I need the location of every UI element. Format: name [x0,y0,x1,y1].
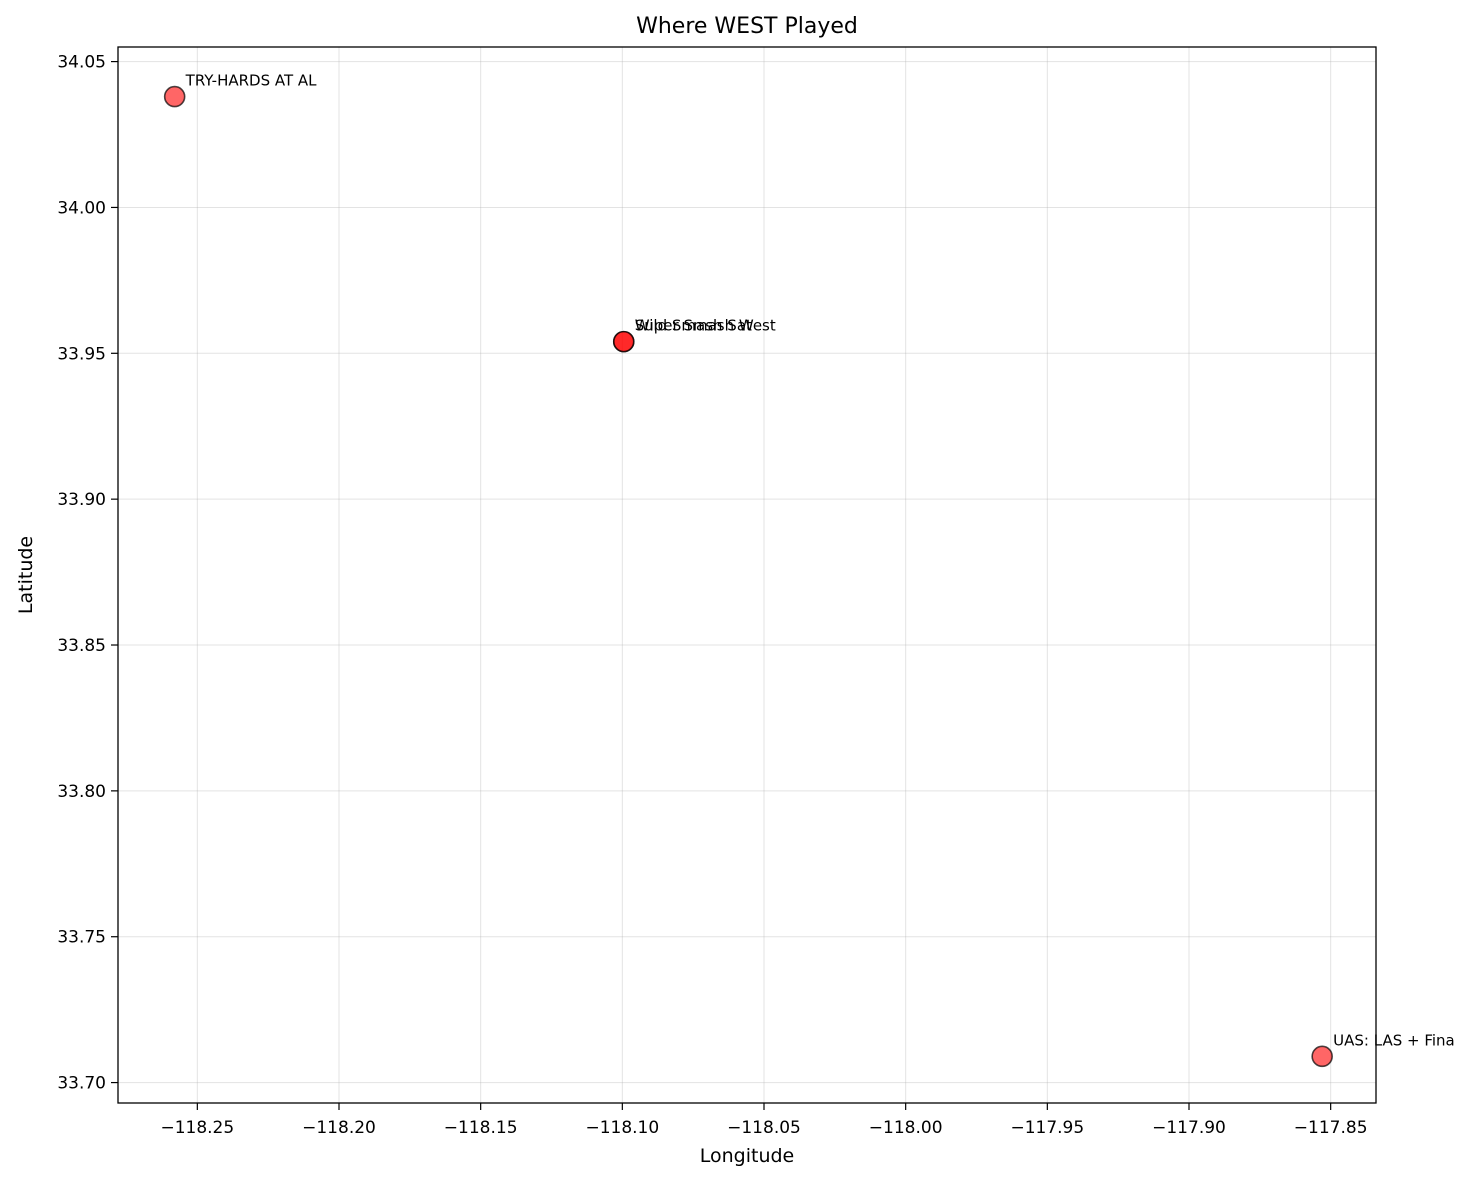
y-tick-label: 33.85 [57,636,106,656]
x-tick-label: −117.85 [1294,1118,1368,1138]
x-tick-label: −117.90 [1152,1118,1226,1138]
y-tick-label: 33.70 [57,1074,106,1094]
data-point-label: Super Smash West [635,317,776,335]
y-tick-label: 34.05 [57,53,106,73]
x-axis-ticks: −118.25 −118.20 −118.15 −118.10 −118.05 −118.… [160,1103,1368,1138]
x-tick-label: −118.00 [869,1118,943,1138]
y-tick-label: 33.95 [57,344,106,364]
y-axis-ticks: 33.70 33.75 33.80 33.85 33.90 33.95 34.00 34.05 [57,53,118,1094]
data-points [163,85,1333,1068]
x-tick-label: −118.15 [444,1118,518,1138]
plot-frame [117,46,1377,1104]
grid-lines [118,47,1376,1103]
y-tick-label: 33.75 [57,928,106,948]
y-tick-label: 33.80 [57,782,106,802]
data-point [163,85,186,108]
data-point [1311,1045,1333,1068]
y-axis-title: Latitude [15,536,37,614]
x-tick-label: −117.95 [1010,1118,1084,1138]
x-tick-label: −118.20 [302,1118,376,1138]
x-axis-title: Longitude [700,1145,795,1167]
x-tick-label: −118.25 [160,1118,234,1138]
data-point-label: TRY-HARDS AT AL [185,72,318,90]
data-point-label: UAS: LAS + Fina [1333,1031,1455,1049]
data-point [612,330,635,353]
x-tick-label: −118.05 [727,1118,801,1138]
x-tick-label: −118.10 [585,1118,659,1138]
data-point-label: Wild Smash Sat [635,317,752,335]
chart-title: Where WEST Played [636,14,858,39]
y-tick-label: 34.00 [57,198,106,218]
y-tick-label: 33.90 [57,490,106,510]
